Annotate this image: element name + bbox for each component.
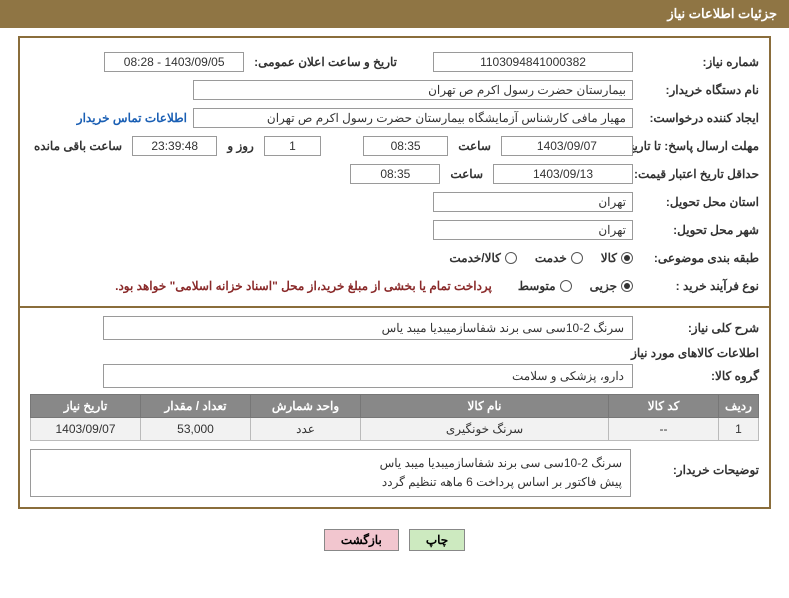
buyer-notes-box: سرنگ 2-10سی سی برند شفاسازمیبدیا میبد یا… <box>30 449 631 497</box>
field-remain-time: 23:39:48 <box>132 136 217 156</box>
row-subject-class: طبقه بندی موضوعی: کالا خدمت کالا/خدمت <box>30 246 759 270</box>
back-button[interactable]: بازگشت <box>324 529 399 551</box>
radio-dot-icon <box>560 280 572 292</box>
radio-dot-icon <box>571 252 583 264</box>
buyer-contact-link[interactable]: اطلاعات تماس خریدار <box>77 111 187 125</box>
radio-goods[interactable]: کالا <box>601 251 633 265</box>
radio-dot-icon <box>505 252 517 264</box>
field-deliver-city: تهران <box>433 220 633 240</box>
label-deliver-prov: استان محل تحویل: <box>639 195 759 209</box>
goods-info-title: اطلاعات کالاهای مورد نیاز <box>30 346 759 360</box>
table-header-row: ردیف کد کالا نام کالا واحد شمارش تعداد /… <box>31 395 759 418</box>
radio-service[interactable]: خدمت <box>535 251 583 265</box>
field-reply-time: 08:35 <box>363 136 448 156</box>
label-announce-dt: تاریخ و ساعت اعلان عمومی: <box>250 55 397 69</box>
row-reply-deadline: مهلت ارسال پاسخ: تا تاریخ: 1403/09/07 سا… <box>30 134 759 158</box>
purchase-note: پرداخت تمام یا بخشی از مبلغ خرید،از محل … <box>115 279 492 293</box>
th-row-no: ردیف <box>719 395 759 418</box>
td-qty: 53,000 <box>141 418 251 441</box>
row-goods-group: گروه کالا: دارو، پزشکی و سلامت <box>30 364 759 388</box>
td-unit: عدد <box>251 418 361 441</box>
label-goods-group: گروه کالا: <box>639 369 759 383</box>
section-divider <box>20 306 769 308</box>
label-time-1: ساعت <box>454 139 495 153</box>
buyer-notes-line1: سرنگ 2-10سی سی برند شفاسازمیبدیا میبد یا… <box>39 454 622 473</box>
field-announce-dt: 1403/09/05 - 08:28 <box>104 52 244 72</box>
label-request-no: شماره نیاز: <box>639 55 759 69</box>
radio-goods-service[interactable]: کالا/خدمت <box>449 251 516 265</box>
row-purchase-type: نوع فرآیند خرید : جزیی متوسط پرداخت تمام… <box>30 274 759 298</box>
radio-service-label: خدمت <box>535 251 567 265</box>
radio-medium[interactable]: متوسط <box>518 279 572 293</box>
goods-table: ردیف کد کالا نام کالا واحد شمارش تعداد /… <box>30 394 759 441</box>
label-subject-class: طبقه بندی موضوعی: <box>639 251 759 265</box>
th-date: تاریخ نیاز <box>31 395 141 418</box>
row-deliver-city: شهر محل تحویل: تهران <box>30 218 759 242</box>
label-deliver-city: شهر محل تحویل: <box>639 223 759 237</box>
subject-class-radio-group: کالا خدمت کالا/خدمت <box>449 251 633 265</box>
label-day-and: روز و <box>223 139 258 153</box>
need-desc-box: سرنگ 2-10سی سی برند شفاسازمیبدیا میبد یا… <box>103 316 633 340</box>
th-name: نام کالا <box>361 395 609 418</box>
row-requester: ایجاد کننده درخواست: مهیار مافی کارشناس … <box>30 106 759 130</box>
label-reply-deadline: مهلت ارسال پاسخ: تا تاریخ: <box>639 139 759 153</box>
label-price-valid: حداقل تاریخ اعتبار قیمت: تا تاریخ: <box>639 167 759 181</box>
td-row-no: 1 <box>719 418 759 441</box>
footer-buttons: چاپ بازگشت <box>0 519 789 565</box>
print-button[interactable]: چاپ <box>409 529 465 551</box>
field-requester: مهیار مافی کارشناس آزمایشگاه بیمارستان ح… <box>193 108 633 128</box>
row-need-desc: شرح کلی نیاز: سرنگ 2-10سی سی برند شفاساز… <box>30 316 759 340</box>
field-remain-days: 1 <box>264 136 321 156</box>
field-request-no: 1103094841000382 <box>433 52 633 72</box>
row-buyer-notes: توضیحات خریدار: سرنگ 2-10سی سی برند شفاس… <box>30 449 759 497</box>
row-deliver-prov: استان محل تحویل: تهران <box>30 190 759 214</box>
th-unit: واحد شمارش <box>251 395 361 418</box>
label-purchase-type: نوع فرآیند خرید : <box>639 279 759 293</box>
radio-minor[interactable]: جزیی <box>590 279 633 293</box>
td-code: -- <box>609 418 719 441</box>
td-date: 1403/09/07 <box>31 418 141 441</box>
table-row: 1 -- سرنگ خونگیری عدد 53,000 1403/09/07 <box>31 418 759 441</box>
radio-dot-icon <box>621 280 633 292</box>
row-price-valid: حداقل تاریخ اعتبار قیمت: تا تاریخ: 1403/… <box>30 162 759 186</box>
page-container: جزئیات اطلاعات نیاز شماره نیاز: 11030948… <box>0 0 789 565</box>
field-reply-date: 1403/09/07 <box>501 136 633 156</box>
radio-dot-icon <box>621 252 633 264</box>
th-qty: تعداد / مقدار <box>141 395 251 418</box>
radio-medium-label: متوسط <box>518 279 556 293</box>
th-code: کد کالا <box>609 395 719 418</box>
label-time-remaining: ساعت باقی مانده <box>30 139 126 153</box>
field-buyer-org: بیمارستان حضرت رسول اکرم ص تهران <box>193 80 633 100</box>
td-name: سرنگ خونگیری <box>361 418 609 441</box>
row-buyer-org: نام دستگاه خریدار: بیمارستان حضرت رسول ا… <box>30 78 759 102</box>
radio-minor-label: جزیی <box>590 279 617 293</box>
label-time-2: ساعت <box>446 167 487 181</box>
field-price-valid-date: 1403/09/13 <box>493 164 633 184</box>
purchase-type-radio-group: جزیی متوسط <box>518 279 633 293</box>
goods-group-box: دارو، پزشکی و سلامت <box>103 364 633 388</box>
label-buyer-org: نام دستگاه خریدار: <box>639 83 759 97</box>
buyer-notes-line2: پیش فاکتور بر اساس پرداخت 6 ماهه تنظیم گ… <box>39 473 622 492</box>
panel-header: جزئیات اطلاعات نیاز <box>0 0 789 28</box>
field-deliver-prov: تهران <box>433 192 633 212</box>
label-need-desc: شرح کلی نیاز: <box>639 321 759 335</box>
label-requester: ایجاد کننده درخواست: <box>639 111 759 125</box>
radio-goods-service-label: کالا/خدمت <box>449 251 500 265</box>
field-price-valid-time: 08:35 <box>350 164 440 184</box>
row-request-no: شماره نیاز: 1103094841000382 تاریخ و ساع… <box>30 50 759 74</box>
radio-goods-label: کالا <box>601 251 617 265</box>
form-panel: شماره نیاز: 1103094841000382 تاریخ و ساع… <box>18 36 771 509</box>
label-buyer-notes: توضیحات خریدار: <box>639 449 759 477</box>
